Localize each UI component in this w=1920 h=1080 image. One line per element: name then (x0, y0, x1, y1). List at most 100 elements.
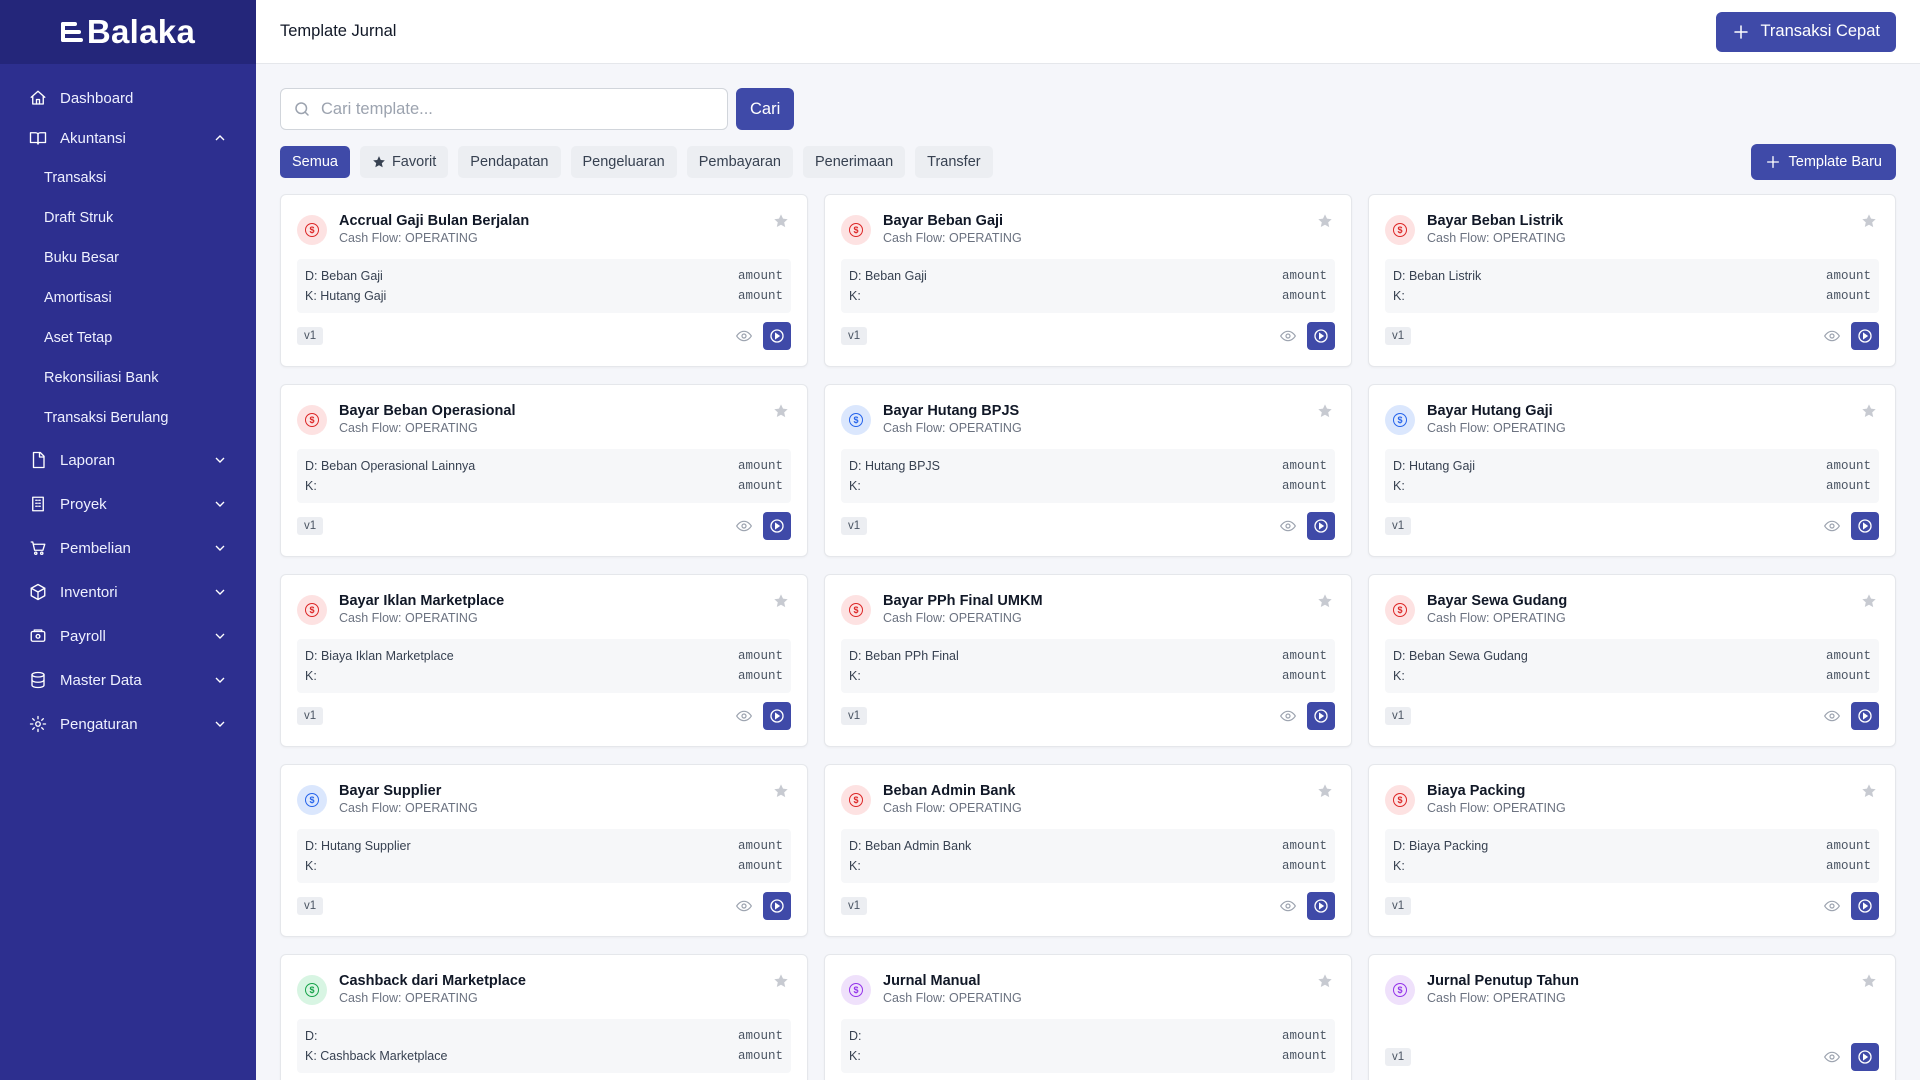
template-card[interactable]: $ Bayar Supplier Cash Flow: OPERATING D:… (280, 764, 808, 937)
template-card[interactable]: $ Bayar Beban Listrik Cash Flow: OPERATI… (1368, 194, 1896, 367)
filter-semua[interactable]: Semua (280, 146, 350, 178)
cart-icon (28, 538, 48, 558)
sidebar-subitem-transaksi[interactable]: Transaksi (44, 170, 107, 186)
debit-line: D: Hutang Gaji amount (1393, 456, 1871, 476)
template-card[interactable]: $ Beban Admin Bank Cash Flow: OPERATING … (824, 764, 1352, 937)
favorite-star-icon[interactable] (773, 783, 791, 801)
template-card[interactable]: $ Bayar Hutang Gaji Cash Flow: OPERATING… (1368, 384, 1896, 557)
eye-icon[interactable] (1279, 707, 1297, 725)
run-template-button[interactable] (1307, 512, 1335, 540)
favorite-star-icon[interactable] (1861, 213, 1879, 231)
sidebar-subitem-buku-besar[interactable]: Buku Besar (44, 250, 119, 266)
sidebar-item-inventori[interactable]: Inventori (0, 570, 256, 614)
sidebar-item-pengaturan[interactable]: Pengaturan (0, 702, 256, 746)
favorite-star-icon[interactable] (1317, 593, 1335, 611)
sidebar-subitem-rekonsiliasi-bank[interactable]: Rekonsiliasi Bank (44, 370, 159, 386)
eye-icon[interactable] (1279, 517, 1297, 535)
favorite-star-icon[interactable] (1861, 973, 1879, 991)
sidebar-subitem-transaksi-berulang[interactable]: Transaksi Berulang (44, 410, 169, 426)
filter-transfer[interactable]: Transfer (915, 146, 993, 178)
favorite-star-icon[interactable] (773, 213, 791, 231)
sidebar-subitem-aset-tetap[interactable]: Aset Tetap (44, 330, 113, 346)
favorite-star-icon[interactable] (773, 403, 791, 421)
template-card[interactable]: $ Bayar Beban Operasional Cash Flow: OPE… (280, 384, 808, 557)
search-button[interactable]: Cari (736, 88, 795, 130)
template-card[interactable]: $ Jurnal Penutup Tahun Cash Flow: OPERAT… (1368, 954, 1896, 1080)
plus-icon (1766, 156, 1779, 168)
favorite-star-icon[interactable] (1317, 403, 1335, 421)
run-template-button[interactable] (1851, 1043, 1879, 1071)
eye-icon[interactable] (1279, 897, 1297, 915)
favorite-star-icon[interactable] (1861, 593, 1879, 611)
version-badge: v1 (1385, 1048, 1412, 1066)
favorite-star-icon[interactable] (773, 593, 791, 611)
favorite-star-icon[interactable] (1861, 783, 1879, 801)
eye-icon[interactable] (1823, 707, 1841, 725)
run-template-button[interactable] (1851, 702, 1879, 730)
filter-pendapatan[interactable]: Pendapatan (458, 146, 561, 178)
run-template-button[interactable] (763, 892, 791, 920)
template-card[interactable]: $ Bayar Beban Gaji Cash Flow: OPERATING … (824, 194, 1352, 367)
favorite-star-icon[interactable] (1861, 403, 1879, 421)
filter-favorit[interactable]: Favorit (359, 146, 449, 178)
credit-line: K: amount (305, 476, 783, 496)
run-template-button[interactable] (1851, 512, 1879, 540)
search-input[interactable] (321, 99, 715, 119)
card-title: Jurnal Penutup Tahun (1427, 973, 1579, 989)
template-card[interactable]: $ Biaya Packing Cash Flow: OPERATING D: … (1368, 764, 1896, 937)
journal-lines: D: Beban Listrik amount K: amount (1385, 259, 1879, 313)
eye-icon[interactable] (735, 707, 753, 725)
credit-line: K: amount (305, 666, 783, 686)
chevron-down-icon (212, 540, 228, 556)
sidebar-item-proyek[interactable]: Proyek (0, 482, 256, 526)
sidebar-subitem-draft-struk[interactable]: Draft Struk (44, 210, 114, 226)
template-card[interactable]: $ Cashback dari Marketplace Cash Flow: O… (280, 954, 808, 1080)
sidebar-item-master-data[interactable]: Master Data (0, 658, 256, 702)
sidebar-item-payroll[interactable]: Payroll (0, 614, 256, 658)
template-card[interactable]: $ Bayar Sewa Gudang Cash Flow: OPERATING… (1368, 574, 1896, 747)
template-card[interactable]: $ Bayar Hutang BPJS Cash Flow: OPERATING… (824, 384, 1352, 557)
template-card[interactable]: $ Bayar PPh Final UMKM Cash Flow: OPERAT… (824, 574, 1352, 747)
run-template-button[interactable] (1851, 322, 1879, 350)
eye-icon[interactable] (1823, 517, 1841, 535)
filter-pembayaran[interactable]: Pembayaran (686, 146, 793, 178)
eye-icon[interactable] (735, 327, 753, 345)
eye-icon[interactable] (1279, 327, 1297, 345)
debit-amount: amount (737, 459, 783, 473)
sidebar-item-laporan[interactable]: Laporan (0, 438, 256, 482)
run-template-button[interactable] (763, 512, 791, 540)
favorite-star-icon[interactable] (773, 973, 791, 991)
sidebar-subitem-amortisasi[interactable]: Amortisasi (44, 290, 112, 306)
credit-account: K: (849, 1049, 861, 1063)
sidebar-item-dashboard[interactable]: Dashboard (0, 78, 256, 118)
credit-account: K: (849, 669, 861, 683)
credit-account: K: (1393, 479, 1405, 493)
dollar-icon: $ (841, 975, 871, 1005)
eye-icon[interactable] (1823, 1048, 1841, 1066)
run-template-button[interactable] (763, 702, 791, 730)
eye-icon[interactable] (735, 897, 753, 915)
eye-icon[interactable] (735, 517, 753, 535)
eye-icon[interactable] (1823, 897, 1841, 915)
filter-pengeluaran[interactable]: Pengeluaran (570, 146, 677, 178)
favorite-star-icon[interactable] (1317, 973, 1335, 991)
brand[interactable]: Balaka (0, 0, 256, 64)
template-card[interactable]: $ Jurnal Manual Cash Flow: OPERATING D: … (824, 954, 1352, 1080)
card-header: $ Jurnal Manual Cash Flow: OPERATING (841, 971, 1335, 1011)
eye-icon[interactable] (1823, 327, 1841, 345)
filter-penerimaan[interactable]: Penerimaan (802, 146, 906, 178)
new-template-button[interactable]: Template Baru (1750, 144, 1896, 180)
sidebar-item-akuntansi[interactable]: Akuntansi (0, 118, 256, 158)
run-template-button[interactable] (763, 322, 791, 350)
run-template-button[interactable] (1307, 702, 1335, 730)
favorite-star-icon[interactable] (1317, 783, 1335, 801)
run-template-button[interactable] (1307, 892, 1335, 920)
favorite-star-icon[interactable] (1317, 213, 1335, 231)
run-template-button[interactable] (1851, 892, 1879, 920)
version-badge: v1 (1385, 327, 1412, 345)
template-card[interactable]: $ Accrual Gaji Bulan Berjalan Cash Flow:… (280, 194, 808, 367)
template-card[interactable]: $ Bayar Iklan Marketplace Cash Flow: OPE… (280, 574, 808, 747)
sidebar-item-pembelian[interactable]: Pembelian (0, 526, 256, 570)
run-template-button[interactable] (1307, 322, 1335, 350)
quick-transaction-button[interactable]: Transaksi Cepat (1716, 11, 1896, 52)
